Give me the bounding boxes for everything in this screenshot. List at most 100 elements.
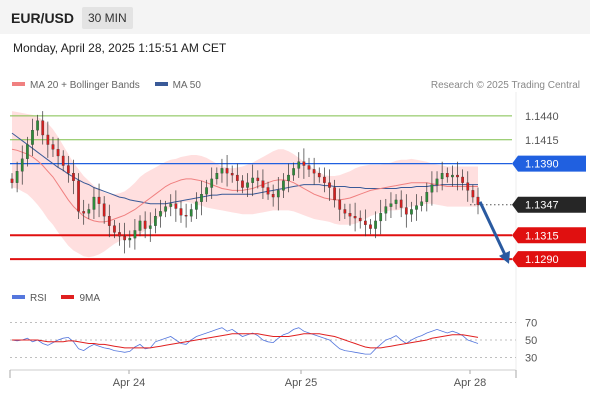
candle	[328, 169, 331, 201]
candle-body	[241, 180, 244, 188]
candle	[123, 222, 127, 254]
candle	[118, 222, 121, 246]
candle	[220, 158, 224, 183]
candle-body	[420, 201, 424, 206]
candle	[353, 202, 357, 232]
candle-body	[302, 161, 306, 166]
candle-body	[36, 120, 39, 131]
candle-body	[66, 165, 70, 174]
candle	[179, 200, 183, 223]
level-tag-1.1347: 1.1347	[512, 196, 586, 213]
candle	[379, 199, 383, 235]
candle	[41, 111, 45, 145]
candle-body	[200, 194, 203, 202]
candle-body	[10, 178, 14, 183]
level-lines	[10, 115, 512, 261]
candle-body	[215, 173, 219, 180]
candle	[31, 118, 34, 156]
candle-body	[179, 208, 183, 216]
forecast-arrowhead-icon	[499, 250, 510, 264]
candle-body	[169, 203, 173, 207]
level-tag-1.1290: 1.1290	[512, 251, 586, 268]
candle-body	[235, 174, 239, 181]
candle	[143, 211, 147, 239]
candle-body	[77, 180, 80, 212]
candle	[174, 190, 178, 222]
candle-body	[102, 203, 106, 217]
candle	[210, 167, 214, 199]
candle	[358, 210, 362, 229]
candle-body	[415, 205, 418, 210]
candle	[430, 171, 434, 206]
level-tag-shape	[512, 251, 586, 268]
level-tag-1.1390: 1.1390	[512, 155, 586, 172]
candle-body	[353, 215, 357, 219]
candle-body	[189, 209, 193, 217]
bollinger-swatch-icon	[12, 82, 25, 87]
candle	[297, 152, 301, 178]
candle-body	[338, 199, 342, 210]
candle-body	[143, 220, 147, 229]
candle-body	[266, 187, 270, 195]
candle	[348, 203, 352, 226]
candle-body	[312, 169, 316, 174]
candle	[235, 163, 239, 193]
candle	[451, 165, 454, 187]
candle	[159, 199, 162, 228]
candle	[56, 137, 60, 168]
candle-body	[430, 184, 434, 193]
candle-body	[41, 120, 45, 136]
candle-body	[471, 190, 475, 198]
candle	[87, 203, 91, 220]
candle	[389, 192, 393, 219]
candle-body	[456, 174, 459, 178]
candle-body	[461, 176, 464, 183]
candle	[420, 196, 424, 212]
rsi-ma-line	[12, 333, 479, 349]
candle-body	[369, 224, 372, 229]
level-tag-text: 1.1390	[525, 159, 559, 171]
candle	[133, 219, 137, 250]
rsi-tick-70: 70	[525, 317, 537, 329]
candle	[205, 179, 208, 202]
candle-body	[466, 182, 470, 191]
candle	[369, 219, 372, 235]
moving-averages	[11, 132, 478, 223]
candle-body	[26, 144, 29, 159]
candle-body	[174, 203, 178, 209]
legend-item-rsi: RSI	[12, 293, 47, 304]
candle-body	[445, 173, 449, 178]
indicator-legend: RSI 9MA	[12, 293, 112, 304]
legend-label-ma50: MA 50	[172, 80, 201, 91]
candle-body	[251, 177, 255, 183]
9ma-swatch-icon	[61, 295, 75, 300]
candle-body	[394, 199, 398, 204]
candle	[292, 162, 295, 181]
candle	[363, 209, 367, 237]
level-tag-text: 1.1290	[525, 254, 559, 266]
x-label-Apr-25: Apr 25	[285, 377, 317, 389]
candle	[102, 196, 106, 224]
timeframe-badge[interactable]: 30 MIN	[82, 7, 133, 29]
candle	[302, 148, 306, 179]
candle-body	[292, 168, 295, 176]
candle	[148, 212, 152, 242]
rsi-line	[11, 327, 479, 355]
candle	[476, 187, 480, 215]
candle	[230, 165, 234, 183]
x-axis: Apr 24 Apr 25 Apr 28	[9, 370, 517, 389]
candle	[225, 155, 229, 187]
symbol-title: EUR/USD	[11, 10, 75, 26]
candle-body	[46, 134, 50, 145]
candle	[169, 194, 173, 217]
candle-body	[476, 196, 480, 205]
candle	[343, 203, 347, 220]
level-tag-shape	[512, 227, 586, 244]
candle	[189, 203, 193, 222]
legend-item-9ma: 9MA	[61, 293, 100, 304]
candle-body	[230, 173, 234, 176]
candlesticks	[10, 111, 480, 254]
legend-item-bollinger: MA 20 + Bollinger Bands	[12, 80, 140, 91]
candle	[461, 169, 464, 191]
